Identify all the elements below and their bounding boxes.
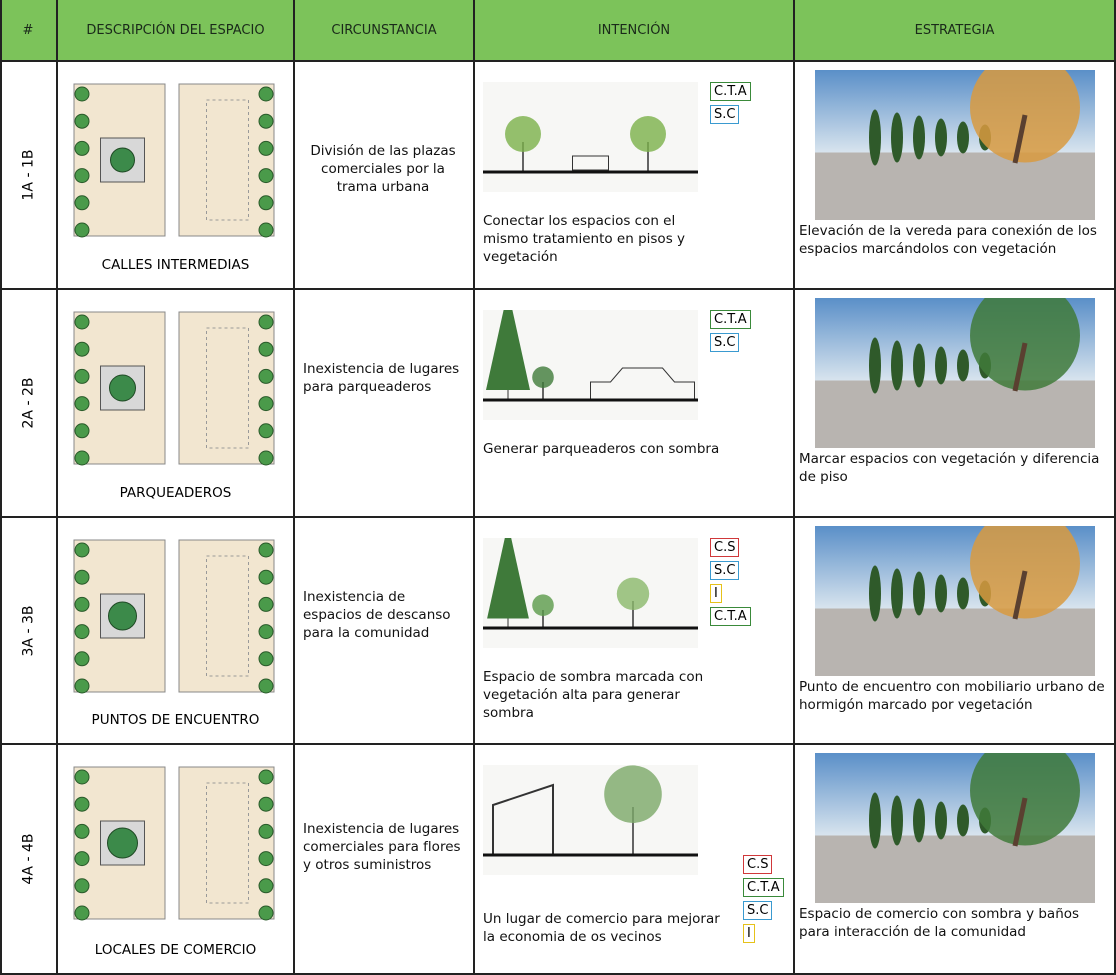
section-drawing (483, 765, 698, 875)
tag: C.T.A (710, 82, 751, 101)
tag: C.S (743, 855, 773, 874)
tag: S.C (743, 901, 773, 920)
strategy: Marcar espacios con vegetación y diferen… (799, 451, 1100, 485)
strategy: Punto de encuentro con mobiliario urbano… (799, 679, 1105, 713)
space-cell: PARQUEADEROS (58, 290, 295, 518)
tag: C.T.A (710, 310, 751, 329)
intention: Conectar los espacios con el mismo trata… (483, 213, 686, 265)
row-id: 1A - 1B (19, 149, 36, 201)
plan (70, 80, 280, 244)
header-cell: INTENCIÓN (475, 0, 795, 62)
space-cell: CALLES INTERMEDIAS (58, 62, 295, 290)
tag: S.C (710, 333, 740, 352)
row-id-cell: 1A - 1B (0, 62, 58, 290)
circumstance-cell: Inexistencia de lugares comerciales para… (295, 745, 475, 975)
section (483, 82, 698, 196)
circumstance-cell: Inexistencia de lugares para parqueadero… (295, 290, 475, 518)
row-id-cell: 2A - 2B (0, 290, 58, 518)
row-id: 2A - 2B (19, 377, 36, 429)
intention: Generar parqueaderos con sombra (483, 441, 720, 457)
strategy-cell: Espacio de comercio con sombra y baños p… (795, 745, 1116, 975)
strategy: Espacio de comercio con sombra y baños p… (799, 906, 1080, 940)
plan (70, 536, 280, 700)
row-id-cell: 3A - 3B (0, 518, 58, 745)
render (815, 290, 1095, 452)
space-label: PARQUEADEROS (119, 485, 232, 501)
tag: C.T.A (743, 878, 784, 897)
circumstance: Inexistencia de lugares para parqueadero… (303, 361, 460, 395)
row-id: 4A - 4B (19, 833, 36, 885)
tag: S.C (710, 561, 740, 580)
header-cell: DESCRIPCIÓN DEL ESPACIO (58, 0, 295, 62)
circumstance: Inexistencia de lugares comerciales para… (303, 821, 461, 873)
circumstance: División de las plazas comerciales por l… (310, 143, 456, 195)
plan-drawing (70, 80, 280, 240)
strategy-cell: Elevación de la vereda para conexión de … (795, 62, 1116, 290)
strategy-cell: Punto de encuentro con mobiliario urbano… (795, 518, 1116, 745)
circumstance-cell: División de las plazas comerciales por l… (295, 62, 475, 290)
header-cell: CIRCUNSTANCIA (295, 0, 475, 62)
render-image (815, 290, 1095, 448)
header-cell: # (0, 0, 58, 62)
circumstance-cell: Inexistencia de espacios de descanso par… (295, 518, 475, 745)
tag: I (743, 924, 755, 943)
strategy: Elevación de la vereda para conexión de … (799, 223, 1097, 257)
render (815, 62, 1095, 224)
section (483, 290, 698, 424)
space-label: PUNTOS DE ENCUENTRO (91, 712, 260, 728)
render (815, 518, 1095, 680)
plan-drawing (70, 763, 280, 923)
render-image (815, 62, 1095, 220)
plan (70, 763, 280, 927)
tag: C.T.A (710, 607, 751, 626)
render-image (815, 745, 1095, 903)
tag: I (710, 584, 722, 603)
strategy-cell: Marcar espacios con vegetación y diferen… (795, 290, 1116, 518)
section-drawing (483, 82, 698, 192)
row-id-cell: 4A - 4B (0, 745, 58, 975)
space-label: CALLES INTERMEDIAS (101, 257, 250, 273)
row-id: 3A - 3B (19, 605, 36, 656)
plan-drawing (70, 536, 280, 696)
render (815, 745, 1095, 907)
plan-drawing (70, 308, 280, 468)
tag: C.S (710, 538, 740, 557)
space-cell: PUNTOS DE ENCUENTRO (58, 518, 295, 745)
intention: Espacio de sombra marcada con vegetación… (483, 669, 704, 721)
intention-cell: Un lugar de comercio para mejorar la eco… (475, 745, 795, 975)
section-drawing (483, 290, 698, 420)
space-label: LOCALES DE COMERCIO (94, 942, 257, 958)
circumstance: Inexistencia de espacios de descanso par… (303, 589, 451, 641)
tag: S.C (710, 105, 740, 124)
section (483, 523, 698, 652)
intention-cell: Espacio de sombra marcada con vegetación… (475, 518, 795, 745)
intention-cell: Conectar los espacios con el mismo trata… (475, 62, 795, 290)
render-image (815, 518, 1095, 676)
plan (70, 308, 280, 472)
intention-cell: Generar parqueaderos con sombra C.T.A S.C (475, 290, 795, 518)
header-cell: ESTRATEGIA (795, 0, 1116, 62)
section-drawing (483, 523, 698, 648)
section (483, 765, 698, 879)
intention: Un lugar de comercio para mejorar la eco… (483, 911, 720, 945)
space-cell: LOCALES DE COMERCIO (58, 745, 295, 975)
